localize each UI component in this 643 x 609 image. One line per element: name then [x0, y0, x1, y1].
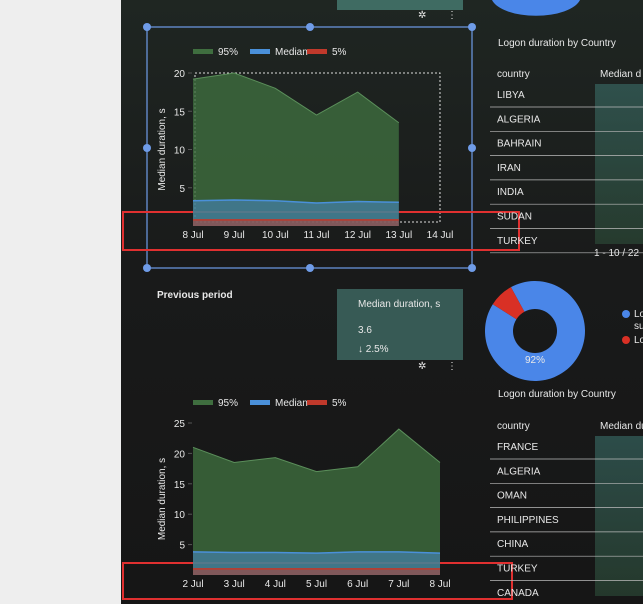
donut	[484, 281, 585, 381]
legend-label: 5%	[332, 398, 347, 409]
column-header: country	[497, 421, 530, 432]
legend-dot	[622, 310, 630, 318]
legend-label: 5%	[332, 47, 347, 58]
series-line	[192, 428, 441, 473]
legend-label: Lo	[634, 309, 643, 320]
series-line	[192, 199, 399, 204]
legend-swatch	[250, 400, 270, 405]
legend-label: Median	[275, 47, 308, 58]
scorecard[interactable]	[337, 289, 463, 360]
scorecard-top	[337, 0, 463, 10]
area	[193, 568, 440, 575]
y-axis-label: Median duration, s	[157, 458, 168, 540]
x-tick-label: 2 Jul	[182, 579, 203, 590]
x-tick-label: 6 Jul	[347, 579, 368, 590]
pagination: 1 - 10 / 22	[594, 248, 639, 259]
x-tick-label: 9 Jul	[224, 230, 245, 241]
donut-top	[492, 0, 580, 16]
icon[interactable]: ✲	[418, 10, 426, 21]
x-tick-label: 7 Jul	[388, 579, 409, 590]
row-label: ALGERIA	[497, 466, 541, 477]
scorecard-change: ↓ 2.5%	[358, 344, 389, 355]
column-header: Median du	[600, 421, 643, 432]
y-tick-label: 5	[179, 541, 185, 552]
x-tick-label: 10 Jul	[262, 230, 289, 241]
bar-column	[595, 84, 643, 244]
legend-label: Lo	[634, 335, 643, 346]
series-line	[192, 72, 400, 124]
column-header: country	[497, 69, 530, 80]
y-tick-label: 15	[174, 480, 186, 491]
area	[193, 73, 399, 226]
legend-swatch	[193, 400, 213, 405]
y-axis-label: Median duration, s	[157, 108, 168, 190]
y-tick-label: 5	[179, 184, 185, 195]
area	[193, 429, 440, 575]
x-tick-label: 11 Jul	[304, 230, 330, 241]
x-tick-label: 4 Jul	[265, 579, 286, 590]
menu-dots[interactable]: ⋮	[447, 361, 457, 372]
row-label: OMAN	[497, 491, 527, 502]
column-header: Median d	[600, 69, 641, 80]
legend-label: 95%	[218, 47, 238, 58]
row-label: PHILIPPINES	[497, 515, 559, 526]
section-title: Previous period	[157, 290, 233, 301]
y-tick-label: 20	[174, 449, 186, 460]
bar-column	[595, 436, 643, 596]
x-tick-label: 8 Jul	[429, 579, 450, 590]
y-tick-label: 10	[174, 510, 186, 521]
y-tick-label: 10	[174, 146, 186, 157]
row-label: IRAN	[497, 163, 521, 174]
row-label: ALGERIA	[497, 114, 541, 125]
table-title: Logon duration by Country	[498, 38, 616, 49]
donut-label: 92%	[525, 355, 545, 366]
legend-swatch	[193, 49, 213, 54]
y-tick-label: 15	[174, 107, 186, 118]
donut-slice	[484, 281, 585, 381]
y-tick-label: 25	[174, 419, 186, 430]
legend-swatch	[250, 49, 270, 54]
row-label: BAHRAIN	[497, 139, 541, 150]
legend-swatch	[307, 49, 327, 54]
handles	[143, 23, 476, 272]
legend-label: 95%	[218, 398, 238, 409]
table-title: Logon duration by Country	[498, 389, 616, 400]
row-label: TURKEY	[497, 236, 538, 247]
legend-dot	[622, 336, 630, 344]
row-label: FRANCE	[497, 442, 538, 453]
x-tick-label: 13 Jul	[385, 230, 412, 241]
row-label: CHINA	[497, 539, 528, 550]
x-tick-label: 8 Jul	[182, 230, 203, 241]
row-label: LIBYA	[497, 90, 525, 101]
menu-dots[interactable]: ⋮	[447, 10, 457, 21]
row-label: CANADA	[497, 588, 539, 599]
x-tick-label: 3 Jul	[224, 579, 245, 590]
row-label: TURKEY	[497, 564, 538, 575]
icon[interactable]: ✲	[418, 361, 426, 372]
scorecard-value: 3.6	[358, 325, 372, 336]
side-panel	[0, 0, 121, 604]
legend-swatch	[307, 400, 327, 405]
legend-label: Median	[275, 398, 308, 409]
scorecard-title: Median duration, s	[358, 299, 440, 310]
row-label: INDIA	[497, 187, 524, 198]
series-line	[192, 551, 441, 554]
y-tick-label: 20	[174, 69, 186, 80]
row-label: SUDAN	[497, 212, 532, 223]
x-tick-label: 14 Jul	[427, 230, 454, 241]
donut-slice	[492, 287, 525, 320]
legend-label: su	[634, 321, 643, 332]
area	[193, 219, 399, 226]
x-tick-label: 5 Jul	[306, 579, 327, 590]
x-tick-label: 12 Jul	[344, 230, 371, 241]
